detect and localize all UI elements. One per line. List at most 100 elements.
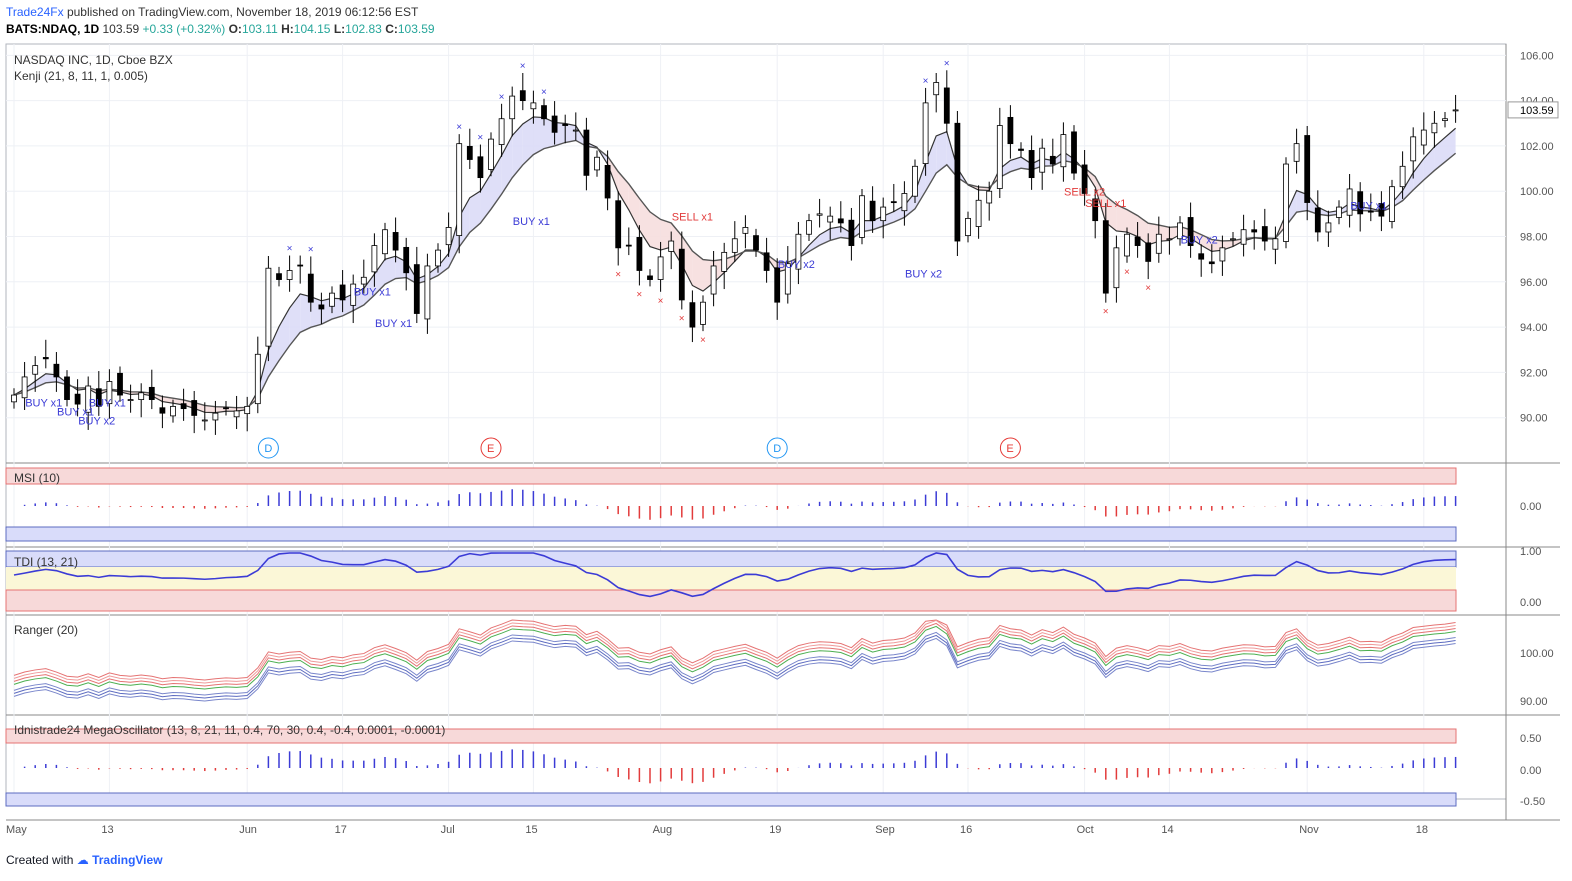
earnings-marker-label: D <box>264 443 272 455</box>
candle-body <box>1113 247 1120 289</box>
candle-body <box>1357 191 1364 215</box>
sell-signal-mark: × <box>700 335 706 346</box>
earnings-marker-label: E <box>1006 443 1013 455</box>
created-with-text: Created with <box>6 853 74 867</box>
candle-body <box>541 105 547 120</box>
candle-body <box>1261 226 1268 242</box>
ma-band-segment <box>512 123 523 178</box>
candle-body <box>731 238 738 253</box>
candle-body <box>1431 122 1438 134</box>
candle-body <box>201 419 208 422</box>
candle-body <box>668 240 675 252</box>
earnings-marker <box>766 437 788 459</box>
candle-body <box>1293 143 1300 162</box>
pane-y-tick: 0.00 <box>1520 501 1541 513</box>
candle-body <box>307 273 314 303</box>
msi-lower-band <box>5 526 1457 542</box>
ranger-line <box>13 637 1456 702</box>
candle-body <box>996 125 1003 189</box>
buy-label: BUY x1 <box>25 397 62 409</box>
candle-body <box>1060 134 1067 168</box>
candle-body <box>413 264 420 314</box>
x-tick-label: Jun <box>239 824 257 836</box>
candle-body <box>148 386 155 400</box>
slow-ma-line <box>13 139 1457 409</box>
candle-body <box>1346 188 1353 216</box>
pane-y-tick: 0.00 <box>1520 597 1541 609</box>
tradingview-link[interactable]: TradingView <box>92 853 163 867</box>
candle-body <box>477 156 484 179</box>
x-tick-label: 14 <box>1161 824 1173 836</box>
pane-title: Ranger (20) <box>14 623 78 637</box>
ranger-line <box>13 631 1456 696</box>
high-label: H: <box>281 22 294 36</box>
candle-body <box>32 365 39 375</box>
candle-body <box>223 407 229 410</box>
candle-body <box>1336 206 1342 218</box>
candle-body <box>837 218 844 224</box>
ma-band-segment <box>936 131 947 174</box>
candle-body <box>424 265 431 320</box>
tdi-mid-band <box>6 567 1456 590</box>
candle-body <box>625 244 632 247</box>
high-value: 104.15 <box>293 22 331 36</box>
candle-body <box>647 275 653 280</box>
candle-body <box>276 273 282 280</box>
candle-body <box>954 122 961 242</box>
published-text: published on TradingView.com, November 1… <box>66 5 419 19</box>
candle-body <box>933 82 940 96</box>
buy-signal-mark: × <box>944 58 950 69</box>
ma-band-segment <box>289 293 301 346</box>
candle-body <box>286 270 293 280</box>
buy-signal-mark: × <box>499 92 505 103</box>
candle-body <box>445 227 452 246</box>
ma-band-segment <box>565 123 576 143</box>
candle-body <box>1018 148 1024 151</box>
candle-body <box>329 292 335 307</box>
candle-body <box>138 392 145 400</box>
last-price-label: 103.59 <box>1520 105 1554 117</box>
candle-body <box>721 251 728 272</box>
pane-title: TDI (13, 21) <box>14 555 78 569</box>
earnings-marker <box>480 437 502 459</box>
ma-band-segment <box>480 173 491 224</box>
candle-body <box>1198 253 1205 260</box>
pane-y-tick: 100.00 <box>1520 648 1554 660</box>
candle-body <box>1410 136 1417 162</box>
candle-body <box>1187 217 1194 246</box>
earnings-marker-label: D <box>773 443 781 455</box>
ma-band-segment <box>830 226 841 241</box>
x-tick-label: 16 <box>960 824 972 836</box>
candle-body <box>392 232 399 251</box>
ranger-line <box>13 625 1456 690</box>
pane-y-tick: -0.50 <box>1520 796 1545 808</box>
y-tick-label: 96.00 <box>1520 277 1548 289</box>
candle-body <box>1177 222 1183 240</box>
x-tick-label: Nov <box>1299 824 1319 836</box>
footer: Created with ☁ TradingView <box>6 853 163 867</box>
y-tick-label: 100.00 <box>1520 186 1554 198</box>
ma-band-segment <box>1127 209 1138 237</box>
candle-body <box>64 376 70 400</box>
candle-body <box>551 115 558 133</box>
candle-body <box>1251 229 1258 233</box>
sell-signal-mark: × <box>679 313 685 324</box>
mega-lower-band <box>5 792 1457 807</box>
candle-body <box>816 213 823 216</box>
ma-band-segment <box>809 234 820 252</box>
msi-upper-band <box>5 467 1457 485</box>
author-link[interactable]: Trade24Fx <box>6 5 64 19</box>
candle-body <box>1442 118 1448 121</box>
ranger-line <box>13 619 1456 684</box>
candle-body <box>890 201 897 204</box>
candle-body <box>572 129 579 132</box>
ma-band-segment <box>1095 176 1106 223</box>
candle-body <box>53 363 60 378</box>
candle-body <box>1039 147 1046 173</box>
buy-label: BUY x1 <box>513 216 550 228</box>
candle-body <box>265 267 272 347</box>
candle-body <box>466 145 473 160</box>
candle-body <box>360 276 367 285</box>
ma-band-segment <box>1010 157 1021 172</box>
